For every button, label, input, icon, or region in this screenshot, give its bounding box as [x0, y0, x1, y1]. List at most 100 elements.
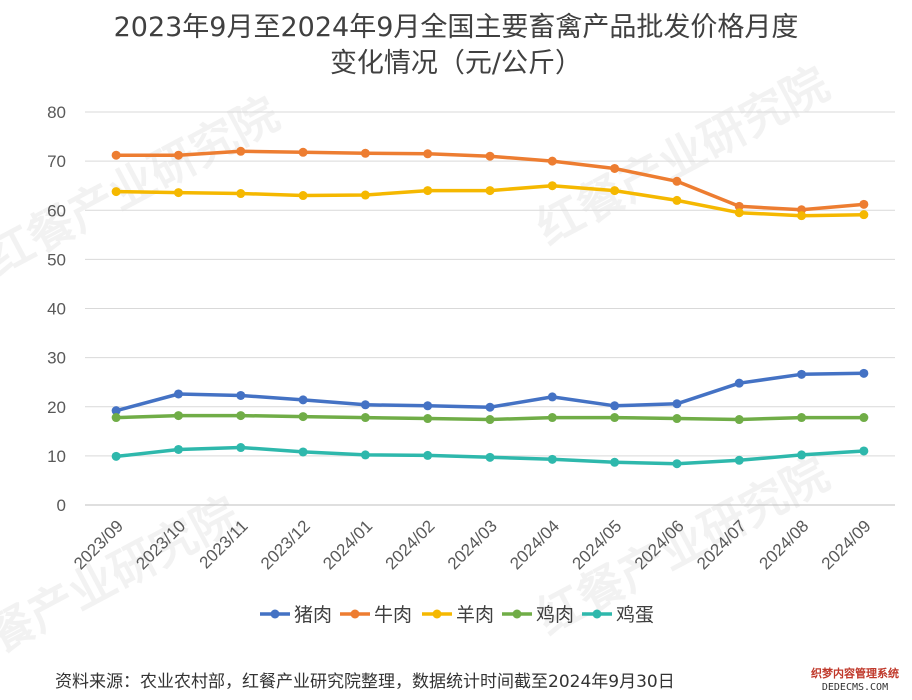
data-point: [236, 443, 246, 453]
data-point: [173, 411, 183, 421]
legend-marker: [350, 609, 360, 619]
data-point: [423, 149, 433, 159]
data-point: [610, 457, 620, 467]
corner-watermark-stamp: 织梦内容管理系统 DEDECMS.COM: [800, 667, 910, 697]
y-tick-label: 40: [47, 300, 66, 319]
data-point: [672, 195, 682, 205]
x-tick-label: 2023/12: [257, 516, 314, 573]
data-point: [610, 413, 620, 423]
data-point: [173, 444, 183, 454]
data-point: [859, 446, 869, 456]
x-tick-label: 2024/09: [818, 516, 875, 573]
data-point: [672, 414, 682, 424]
data-source-note: 资料来源：农业农村部，红餐产业研究院整理，数据统计时间截至2024年9月30日: [55, 672, 675, 692]
data-point: [672, 399, 682, 409]
watermark-text: 红餐产业研究院: [0, 86, 287, 285]
data-point: [797, 413, 807, 423]
data-point: [797, 369, 807, 379]
legend-label: 牛肉: [374, 604, 412, 626]
data-point: [236, 146, 246, 156]
y-tick-label: 0: [57, 496, 66, 515]
x-tick-label: 2024/01: [319, 516, 376, 573]
data-point: [298, 447, 308, 457]
data-point: [298, 147, 308, 157]
data-point: [734, 455, 744, 465]
data-point: [485, 415, 495, 425]
data-point: [236, 390, 246, 400]
data-point: [859, 199, 869, 209]
data-point: [547, 392, 557, 402]
y-tick-label: 30: [47, 349, 66, 368]
data-point: [859, 413, 869, 423]
data-point: [173, 188, 183, 198]
data-point: [360, 450, 370, 460]
legend-marker: [592, 609, 602, 619]
x-tick-label: 2024/04: [506, 516, 563, 573]
y-tick-label: 50: [47, 250, 66, 269]
data-point: [734, 415, 744, 425]
data-point: [173, 150, 183, 160]
data-point: [423, 450, 433, 460]
legend-label: 鸡肉: [536, 604, 574, 626]
data-point: [547, 181, 557, 191]
data-point: [672, 176, 682, 186]
legend-label: 鸡蛋: [616, 604, 654, 626]
data-point: [485, 151, 495, 161]
y-tick-label: 10: [47, 447, 66, 466]
legend-label: 猪肉: [294, 604, 332, 626]
y-tick-label: 80: [47, 103, 66, 122]
data-point: [236, 411, 246, 421]
data-point: [547, 454, 557, 464]
legend-marker: [512, 609, 522, 619]
data-point: [797, 450, 807, 460]
data-point: [173, 389, 183, 399]
data-point: [734, 201, 744, 211]
data-point: [111, 187, 121, 197]
data-point: [423, 414, 433, 424]
data-point: [485, 402, 495, 412]
data-point: [423, 401, 433, 411]
legend-marker: [432, 609, 442, 619]
data-point: [859, 210, 869, 220]
x-tick-label: 2024/03: [444, 516, 501, 573]
watermark-text: 红餐产业研究院: [0, 486, 247, 660]
y-tick-label: 70: [47, 152, 66, 171]
data-point: [797, 211, 807, 221]
x-tick-label: 2024/02: [382, 516, 439, 573]
data-point: [360, 413, 370, 423]
data-point: [111, 451, 121, 461]
data-point: [111, 406, 121, 416]
data-point: [111, 150, 121, 160]
chart-title-line2: 变化情况（元/公斤）: [329, 48, 583, 79]
chart-title: 2023年9月至2024年9月全国主要畜禽产品批发价格月度 变化情况（元/公斤）: [0, 10, 912, 82]
legend-label: 羊肉: [456, 604, 494, 626]
watermark-text: 红餐产业研究院: [528, 56, 838, 255]
data-point: [360, 190, 370, 200]
data-point: [236, 189, 246, 199]
data-point: [485, 452, 495, 462]
data-point: [298, 395, 308, 405]
data-point: [734, 378, 744, 388]
data-point: [610, 163, 620, 173]
data-point: [423, 186, 433, 196]
data-point: [859, 368, 869, 378]
data-point: [298, 191, 308, 201]
data-point: [360, 400, 370, 410]
y-tick-label: 20: [47, 398, 66, 417]
stamp-line1: 织梦内容管理系统: [811, 667, 899, 680]
stamp-line2: DEDECMS.COM: [821, 682, 889, 693]
data-point: [485, 186, 495, 196]
data-point: [298, 412, 308, 422]
chart-title-line1: 2023年9月至2024年9月全国主要畜禽产品批发价格月度: [113, 12, 799, 43]
data-point: [734, 208, 744, 218]
data-point: [547, 156, 557, 166]
data-point: [111, 413, 121, 423]
data-point: [672, 459, 682, 469]
data-point: [610, 401, 620, 411]
data-point: [547, 413, 557, 423]
data-point: [360, 148, 370, 158]
legend-marker: [270, 609, 280, 619]
y-tick-label: 60: [47, 201, 66, 220]
data-point: [610, 186, 620, 196]
